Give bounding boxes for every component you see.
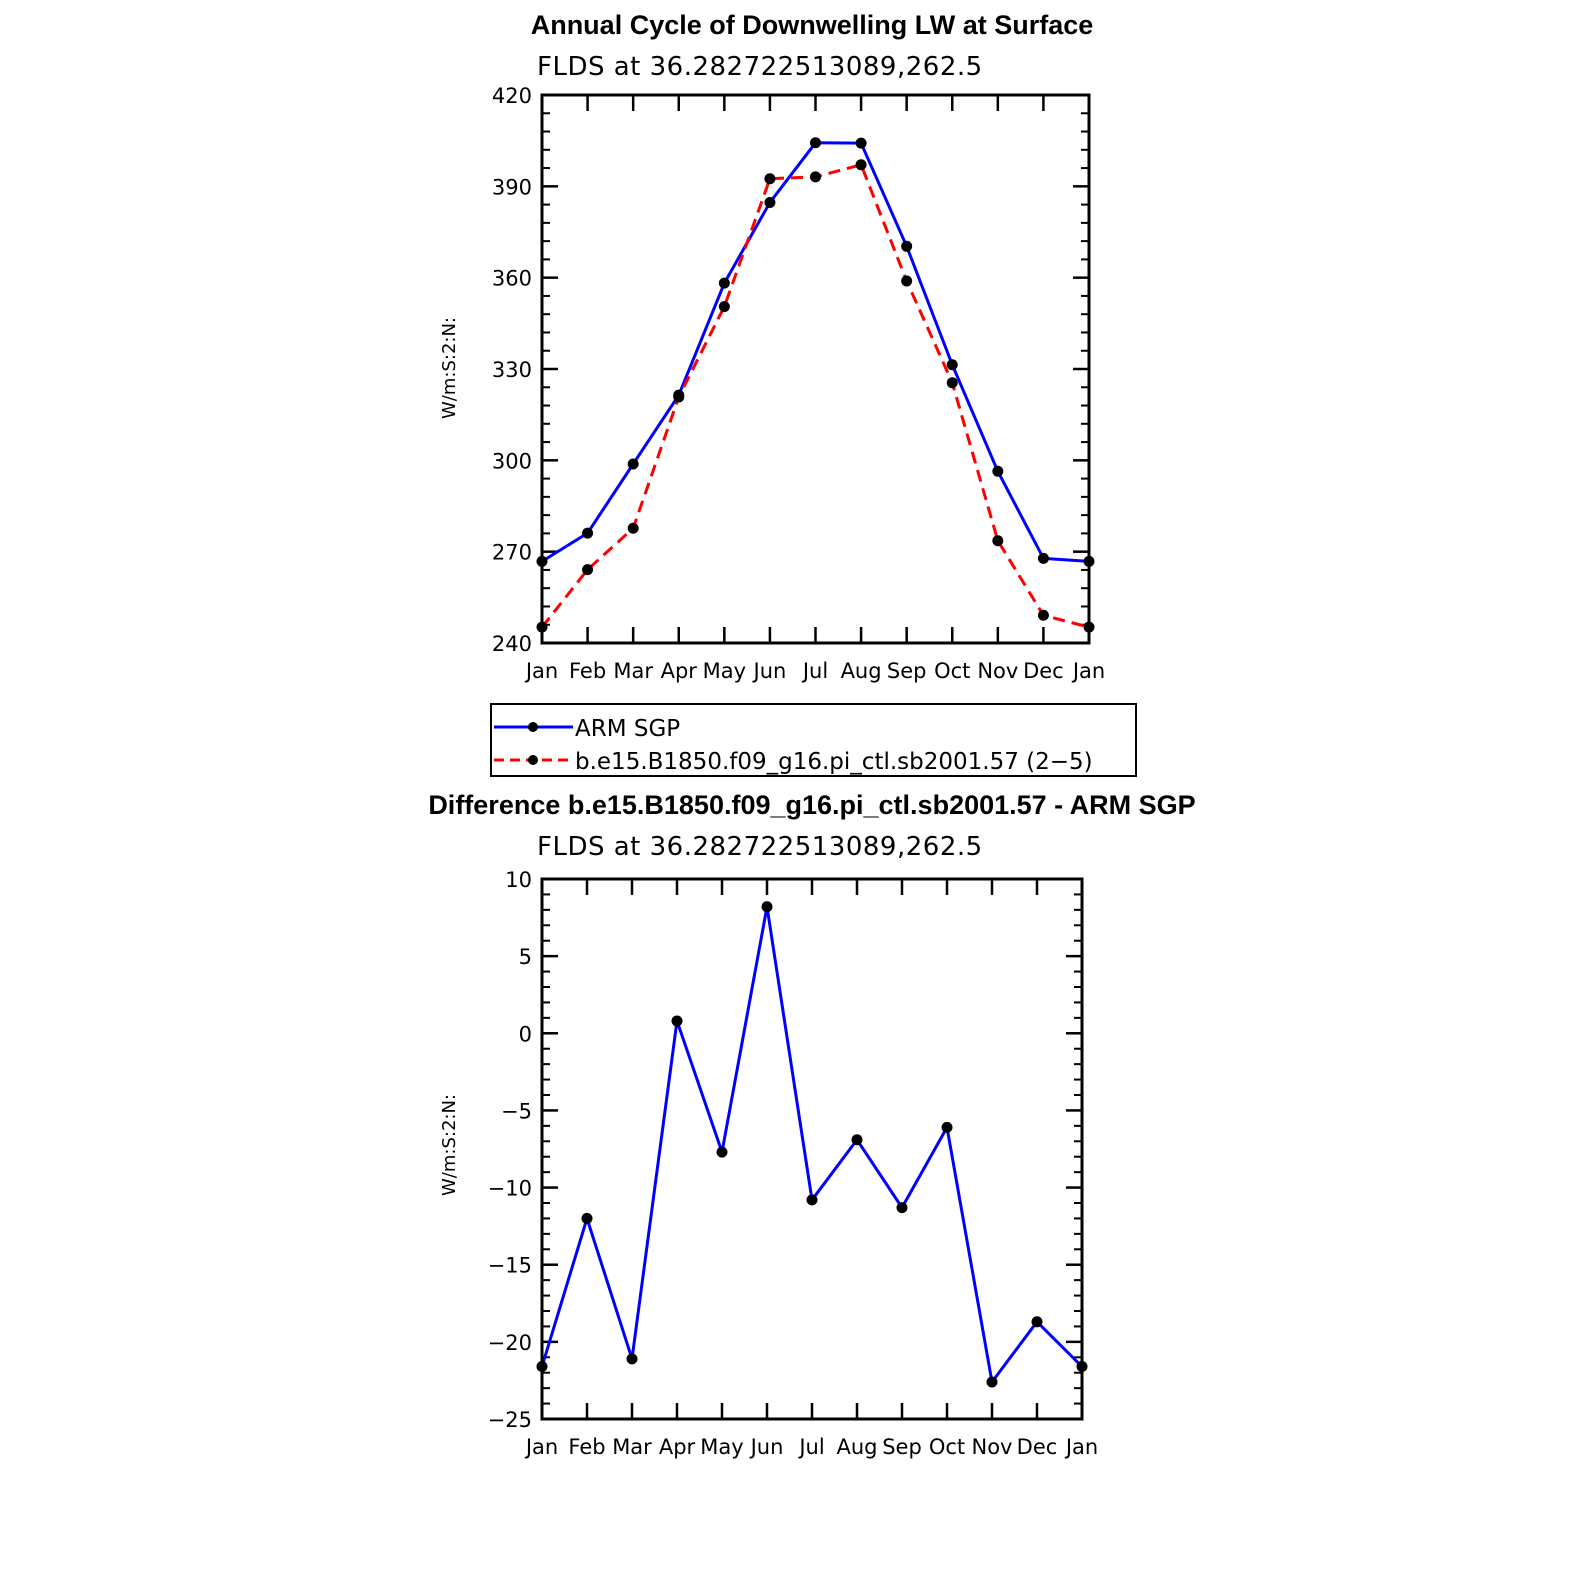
chart-subtitle: FLDS at 36.282722513089,262.5	[537, 832, 983, 862]
data-point	[582, 527, 594, 539]
y-tick-label: −10	[488, 1177, 532, 1201]
legend-box	[490, 703, 1137, 777]
series-line-arm-sgp	[541, 141, 1090, 563]
data-point	[810, 137, 821, 149]
plot-marks	[536, 901, 1088, 1388]
x-tick-label-sep: Sep	[882, 1435, 922, 1459]
data-point	[627, 458, 639, 470]
axis-ticks: −25 −20 −15 −10 −5 0 5 10 Jan Feb Mar Apr May Jun Jul A…	[488, 868, 1099, 1459]
x-tick-label-jul: Jul	[797, 1435, 824, 1459]
data-point	[855, 159, 867, 171]
data-point	[671, 1015, 683, 1027]
x-tick-label-oct: Oct	[929, 1435, 965, 1459]
data-point	[718, 301, 730, 313]
difference-panel: Difference b.e15.B1850.f09_g16.pi_ctl.sb…	[428, 790, 1195, 1459]
x-tick-label-aug: Aug	[836, 1435, 877, 1459]
data-point	[901, 275, 913, 287]
data-point	[718, 277, 730, 289]
data-point	[716, 1146, 728, 1158]
data-point	[941, 1121, 953, 1133]
chart-subtitle: FLDS at 36.282722513089,262.5	[537, 52, 983, 82]
data-point	[946, 359, 958, 371]
y-tick-label: −15	[488, 1254, 532, 1278]
y-tick-label: 10	[505, 868, 532, 892]
data-point	[1037, 609, 1049, 621]
data-point	[946, 377, 958, 389]
plot-frame	[540, 877, 1084, 1421]
data-point	[896, 1202, 908, 1214]
series-line-difference	[540, 905, 1084, 1384]
data-point	[581, 1212, 593, 1224]
y-tick-label: 360	[492, 267, 532, 291]
x-tick-label-mar: Mar	[613, 659, 653, 683]
legend-label-model: b.e15.B1850.f09_g16.pi_ctl.sb2001.57 (2−…	[575, 749, 1093, 775]
chart-title: Difference b.e15.B1850.f09_g16.pi_ctl.sb…	[428, 790, 1195, 820]
x-tick-label-feb: Feb	[569, 659, 606, 683]
x-tick-label-jun: Jun	[749, 1435, 784, 1459]
y-tick-label: 270	[492, 541, 532, 565]
y-axis-label: W/m:S:2:N:	[439, 317, 460, 419]
x-tick-label-oct: Oct	[934, 659, 970, 683]
x-tick-label-jan: Jan	[524, 1435, 558, 1459]
y-tick-label: 5	[519, 945, 532, 969]
data-point	[761, 901, 773, 913]
legend: ARM SGP b.e15.B1850.f09_g16.pi_ctl.sb200…	[490, 703, 1137, 777]
data-point	[855, 137, 867, 149]
x-tick-label-jun: Jun	[752, 659, 787, 683]
data-point	[901, 240, 913, 252]
x-tick-label-dec: Dec	[1023, 659, 1064, 683]
data-point	[806, 1194, 818, 1206]
chart-title: Annual Cycle of Downwelling LW at Surfac…	[531, 10, 1094, 40]
data-point	[582, 564, 594, 576]
x-tick-label-nov: Nov	[977, 659, 1018, 683]
legend-marker-model	[528, 755, 538, 765]
x-tick-label-dec: Dec	[1017, 1435, 1058, 1459]
plot-marks	[536, 137, 1095, 633]
data-point	[764, 173, 776, 185]
data-point	[851, 1134, 863, 1146]
x-tick-label-jan: Jan	[1071, 659, 1105, 683]
x-tick-label-may: May	[703, 659, 746, 683]
axis-ticks: 240 270 300 330 360 390 420 Jan Feb Mar Apr May Jun J…	[492, 84, 1105, 683]
x-tick-label-apr: Apr	[661, 659, 698, 683]
y-tick-label: 0	[519, 1022, 532, 1046]
y-tick-label: 300	[492, 449, 532, 473]
plot-frame	[540, 93, 1091, 645]
data-point	[627, 522, 639, 534]
x-tick-label-jul: Jul	[801, 659, 828, 683]
y-tick-label: −5	[501, 1099, 532, 1123]
y-tick-label: 420	[492, 84, 532, 108]
y-tick-label: 240	[492, 632, 532, 656]
x-tick-label-jan: Jan	[524, 659, 558, 683]
data-point	[992, 535, 1004, 547]
legend-marker-arm-sgp	[528, 722, 538, 732]
data-point	[992, 465, 1004, 477]
y-tick-label: −25	[488, 1408, 532, 1432]
x-tick-label-jan: Jan	[1064, 1435, 1098, 1459]
x-tick-label-apr: Apr	[659, 1435, 696, 1459]
data-point	[1031, 1316, 1043, 1328]
y-tick-label: 390	[492, 175, 532, 199]
series-line-b-e15-b1850-f09-g16-pi-ctl-sb2	[540, 163, 1090, 629]
data-point	[673, 391, 685, 403]
data-point	[1037, 552, 1049, 564]
x-tick-label-mar: Mar	[612, 1435, 652, 1459]
annual-cycle-panel: Annual Cycle of Downwelling LW at Surfac…	[439, 10, 1105, 683]
x-tick-label-nov: Nov	[972, 1435, 1013, 1459]
data-point	[626, 1353, 638, 1365]
data-point	[810, 171, 821, 183]
y-axis-label: W/m:S:2:N:	[439, 1094, 460, 1196]
x-tick-label-may: May	[700, 1435, 743, 1459]
x-tick-label-sep: Sep	[887, 659, 927, 683]
y-tick-label: 330	[492, 358, 532, 382]
x-tick-label-aug: Aug	[841, 659, 882, 683]
data-point	[764, 196, 776, 208]
data-point	[986, 1376, 998, 1388]
x-tick-label-feb: Feb	[568, 1435, 605, 1459]
legend-label-arm-sgp: ARM SGP	[575, 716, 680, 742]
y-tick-label: −20	[488, 1331, 532, 1355]
